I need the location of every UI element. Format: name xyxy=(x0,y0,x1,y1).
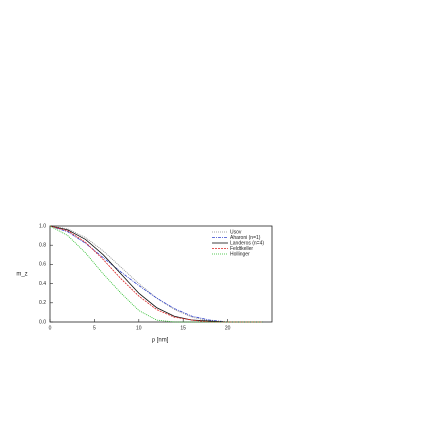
x-tick-label: 15 xyxy=(180,325,186,331)
y-tick-label: 0.4 xyxy=(39,281,46,287)
legend-label: Aharoni (n=1) xyxy=(230,235,261,241)
x-tick-label: 20 xyxy=(225,325,231,331)
legend-label: Feldtkeller xyxy=(230,246,253,252)
y-axis-label: m_z xyxy=(16,272,27,278)
y-tick-label: 0.6 xyxy=(39,262,46,268)
y-tick-label: 0.2 xyxy=(39,300,46,306)
legend-label: Landeros (n=4) xyxy=(230,240,264,246)
series-line xyxy=(49,225,264,323)
x-tick-label: 5 xyxy=(93,325,96,331)
y-tick-label: 0.0 xyxy=(39,319,46,325)
x-axis-label: ρ [nm] xyxy=(152,338,169,344)
x-tick-label: 10 xyxy=(136,325,142,331)
y-tick-label: 0.8 xyxy=(39,243,46,249)
x-tick-label: 0 xyxy=(49,325,52,331)
y-tick-label: 1.0 xyxy=(39,223,46,229)
plot-frame xyxy=(49,225,273,323)
legend-label: Hollinger xyxy=(230,251,250,257)
legend-label: Usov xyxy=(230,229,242,235)
